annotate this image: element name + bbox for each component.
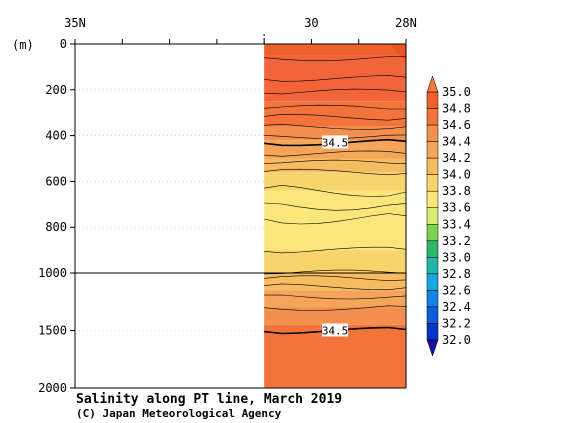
colorbar-label-1: 34.8: [442, 102, 471, 116]
colorbar-label-3: 34.4: [442, 135, 471, 149]
x-tick-label-1: 30: [304, 16, 318, 30]
contour-line-1120: [264, 283, 407, 291]
contour-labels-layer: 34.5 34.5: [322, 135, 349, 338]
y-tick-label-600: 600: [45, 174, 67, 188]
contour-line-320: [264, 113, 407, 121]
salinity-band-8: [264, 250, 406, 273]
contour-line-1050: [264, 275, 407, 282]
y-axis-label: (m): [12, 38, 34, 52]
contour-line-760: [264, 213, 407, 225]
contour-line-1200: [264, 294, 407, 300]
colorbar-segment-5: [426, 174, 439, 192]
y-tick-label-200: 200: [45, 83, 67, 97]
contour-line-700: [264, 202, 407, 211]
y-tick-label-800: 800: [45, 220, 67, 234]
contour-line-280: [264, 104, 406, 110]
colorbar-segment-9: [426, 240, 439, 258]
contour-line-150: [264, 75, 407, 82]
colorbar-segment-1: [426, 108, 439, 126]
contour-label-bg-0: [322, 135, 349, 149]
contour-label-0: 34.5: [322, 136, 349, 149]
colorbar-segment-6: [426, 190, 439, 208]
colorbar-segment-2: [426, 124, 439, 142]
surface-high-salinity-patch: [390, 44, 406, 61]
plot-frame: [74, 43, 407, 389]
contour-line-60: [264, 56, 407, 62]
colorbar-label-15: 32.0: [442, 333, 471, 347]
y-tick-label-1500: 1500: [38, 324, 67, 338]
chart-credit: (C) Japan Meteorological Agency: [76, 407, 282, 420]
contour-line-1300: [264, 305, 407, 311]
colorbar-top-arrow: [426, 75, 439, 93]
contour-line-480: [264, 150, 407, 157]
colorbar-label-4: 34.2: [442, 151, 471, 165]
colorbar-label-12: 32.6: [442, 283, 471, 297]
colorbar-label-5: 34.0: [442, 168, 471, 182]
y-tick-label-2000: 2000: [38, 381, 67, 395]
colorbar-label-13: 32.4: [442, 300, 471, 314]
colorbar-label-6: 33.8: [442, 184, 471, 198]
colorbar-segment-13: [426, 306, 439, 324]
salinity-fill-layer: [264, 44, 406, 388]
colorbar-label-14: 32.2: [442, 316, 471, 330]
y-axis-ticks: 0 200 400 600 800 1000 1500 2000: [38, 37, 75, 395]
colorbar-segment-4: [426, 157, 439, 175]
colorbar: 35.0 34.8 34.6 34.4 34.2 34.0 33.8 33.6 33.4 33.2…: [426, 75, 471, 357]
salinity-band-5: [264, 158, 406, 173]
colorbar-label-0: 35.0: [442, 85, 471, 99]
colorbar-label-10: 33.0: [442, 250, 471, 264]
plot-border: [74, 43, 407, 389]
colorbar-segment-3: [426, 141, 439, 159]
colorbar-label-8: 33.4: [442, 217, 471, 231]
y-tick-label-1000: 1000: [38, 266, 67, 280]
contour-line-900: [264, 246, 407, 254]
colorbar-segment-8: [426, 224, 439, 242]
colorbar-label-7: 33.6: [442, 201, 471, 215]
contour-line-360: [264, 123, 407, 130]
colorbar-segment-0: [426, 91, 439, 109]
x-axis-ticks: 35N 30 28N: [64, 16, 417, 44]
colorbar-segment-14: [426, 323, 439, 341]
salinity-band-11: [264, 307, 406, 325]
contour-line-520: [264, 159, 407, 164]
colorbar-label-2: 34.6: [442, 118, 471, 132]
colorbar-label-11: 32.8: [442, 267, 471, 281]
colorbar-segment-12: [426, 290, 439, 308]
colorbar-label-9: 33.2: [442, 234, 471, 248]
colorbar-segment-11: [426, 273, 439, 291]
x-tick-label-2: 28N: [395, 16, 417, 30]
contour-label-1: 34.5: [322, 325, 349, 338]
salinity-band-0: [264, 44, 406, 56]
colorbar-segment-10: [426, 257, 439, 275]
x-tick-label-0: 35N: [64, 16, 86, 30]
salinity-band-9: [264, 273, 406, 291]
y-tick-label-400: 400: [45, 129, 67, 143]
colorbar-bottom-arrow: [426, 339, 439, 357]
colorbar-segment-7: [426, 207, 439, 225]
salinity-band-7: [264, 190, 406, 251]
contour-line-210: [264, 88, 407, 95]
chart-title: Salinity along PT line, March 2019: [76, 392, 342, 407]
contour-label-bg-1: [322, 323, 349, 337]
y-tick-label-0: 0: [60, 37, 67, 51]
salinity-band-6: [264, 172, 406, 191]
contour-line-560: [264, 168, 407, 176]
contour-line-640: [264, 184, 407, 197]
